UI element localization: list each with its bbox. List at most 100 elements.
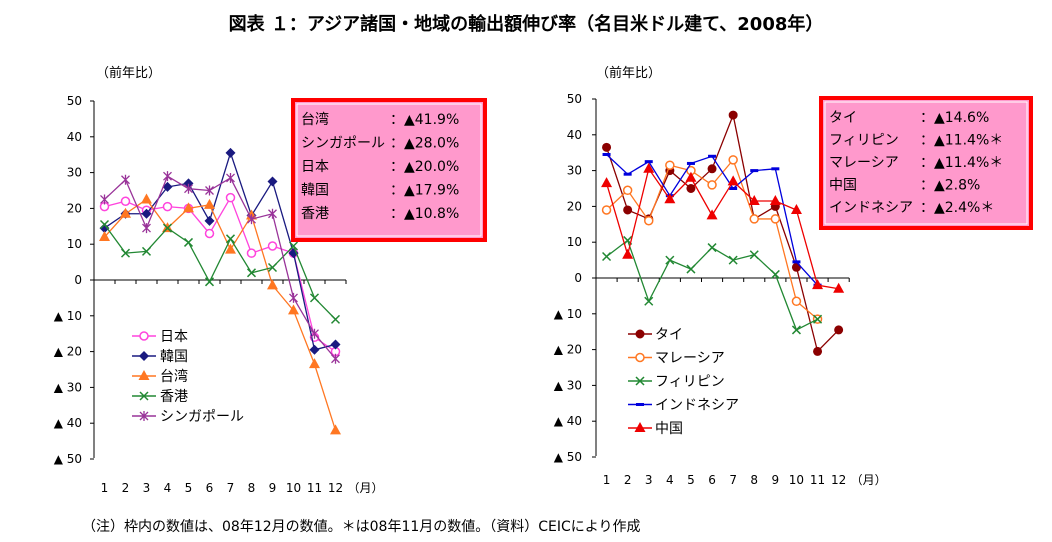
annotation-box-inner-border [824, 101, 1028, 225]
data-point [644, 215, 654, 226]
annotation-label: フィリピン [829, 133, 899, 149]
data-point [750, 169, 759, 173]
y-tick-label: 0 [74, 273, 82, 287]
data-point [289, 292, 298, 303]
data-point [643, 162, 655, 173]
data-point [225, 243, 236, 254]
y-tick-label: ▲ 50 [554, 450, 582, 464]
y-tick-label: 20 [567, 199, 582, 213]
y-tick-label: ▲ 10 [54, 309, 82, 323]
series-3 [602, 235, 823, 335]
annotation-label: 台湾 [301, 111, 329, 128]
data-point [204, 215, 215, 226]
data-point [163, 171, 172, 182]
data-point [602, 152, 611, 156]
data-point [310, 328, 319, 339]
annotation-box [291, 98, 487, 242]
annotation-value: ：▲28.0% [390, 136, 459, 152]
data-point [686, 161, 695, 165]
y-tick-label: ▲ 10 [554, 307, 582, 321]
legend-entry: 韓国 [132, 349, 188, 365]
series-line [605, 167, 839, 290]
data-point [99, 223, 110, 234]
annotation-label: 中国 [829, 178, 857, 194]
x-tick-label: 8 [750, 473, 758, 487]
data-point [142, 223, 151, 234]
x-tick-label: 1 [603, 473, 611, 487]
series-2 [99, 147, 341, 355]
annotation-value: ：▲20.0% [390, 159, 459, 175]
data-point [728, 255, 738, 265]
x-tick-label: 4 [164, 481, 172, 495]
legend-entry: インドネシア [628, 398, 739, 414]
data-point [162, 223, 173, 233]
x-tick-label: 10 [789, 473, 804, 487]
x-tick-label: 6 [708, 473, 716, 487]
data-point [771, 167, 780, 171]
legend-marker [139, 351, 149, 361]
data-point [100, 194, 109, 205]
series-5 [601, 162, 845, 293]
annotation-value: ：▲41.9% [390, 112, 459, 128]
x-tick-label: 2 [624, 473, 632, 487]
x-tick-label: 9 [772, 473, 780, 487]
data-point [686, 264, 696, 274]
data-point [622, 248, 634, 259]
annotation-value: ：▲2.8% [920, 178, 980, 194]
annotation-value: ：▲11.4%＊ [920, 133, 1003, 149]
x-tick-label: 4 [666, 473, 674, 487]
data-point [204, 277, 215, 287]
footnote: （注）枠内の数値は、08年12月の数値。＊は08年11月の数値。（資料）CEIC… [82, 519, 641, 535]
y-tick-label: 50 [567, 92, 582, 106]
data-point [685, 171, 697, 182]
data-point [309, 358, 320, 369]
x-tick-label: 8 [248, 481, 256, 495]
data-point [707, 180, 717, 190]
legend-label: シンガポール [160, 409, 244, 425]
data-point [644, 160, 653, 164]
series-line [605, 112, 840, 353]
data-point [601, 205, 612, 215]
data-point [770, 214, 781, 224]
x-tick-label: 5 [687, 473, 695, 487]
y-tick-label: ▲ 50 [54, 452, 82, 466]
annotation-label: インドネシア [829, 200, 913, 216]
data-point [728, 155, 738, 165]
data-point [247, 214, 256, 225]
legend-marker [139, 411, 149, 421]
data-point [246, 268, 257, 278]
data-point [162, 181, 173, 192]
legend-label: 台湾 [160, 368, 188, 385]
data-point [121, 174, 130, 185]
data-point [813, 346, 823, 356]
annotation-label: タイ [829, 110, 857, 126]
y-tick-label: ▲ 30 [54, 380, 82, 394]
annotation-label: マレーシア [829, 155, 899, 171]
legend-entry: マレーシア [628, 351, 725, 367]
data-point [664, 193, 676, 204]
legend-entry: 香港 [132, 389, 188, 405]
x-unit-label: （月） [851, 473, 887, 487]
annotation-label: 韓国 [301, 183, 329, 199]
data-point [99, 219, 110, 230]
legend-marker [635, 352, 645, 363]
annotation-value: ：▲11.4%＊ [920, 155, 1003, 171]
x-tick-label: 3 [645, 473, 653, 487]
data-point [602, 251, 612, 262]
data-point [622, 185, 633, 196]
y-tick-label: 40 [567, 128, 582, 142]
data-point [792, 260, 801, 264]
data-point [665, 255, 675, 265]
data-point [268, 208, 277, 219]
y-tick-label: 40 [67, 130, 82, 144]
legend-marker [634, 422, 646, 432]
y-tick-label: 0 [574, 271, 582, 285]
legend-marker [138, 370, 150, 380]
data-point [769, 195, 781, 206]
x-tick-label: 7 [227, 481, 235, 495]
y-tick-label: ▲ 30 [554, 378, 582, 392]
legend-label: 日本 [160, 329, 188, 345]
page-title: 図表 １：アジア諸国・地域の輸出額伸び率（名目米ドル建て、2008年） [228, 14, 824, 35]
